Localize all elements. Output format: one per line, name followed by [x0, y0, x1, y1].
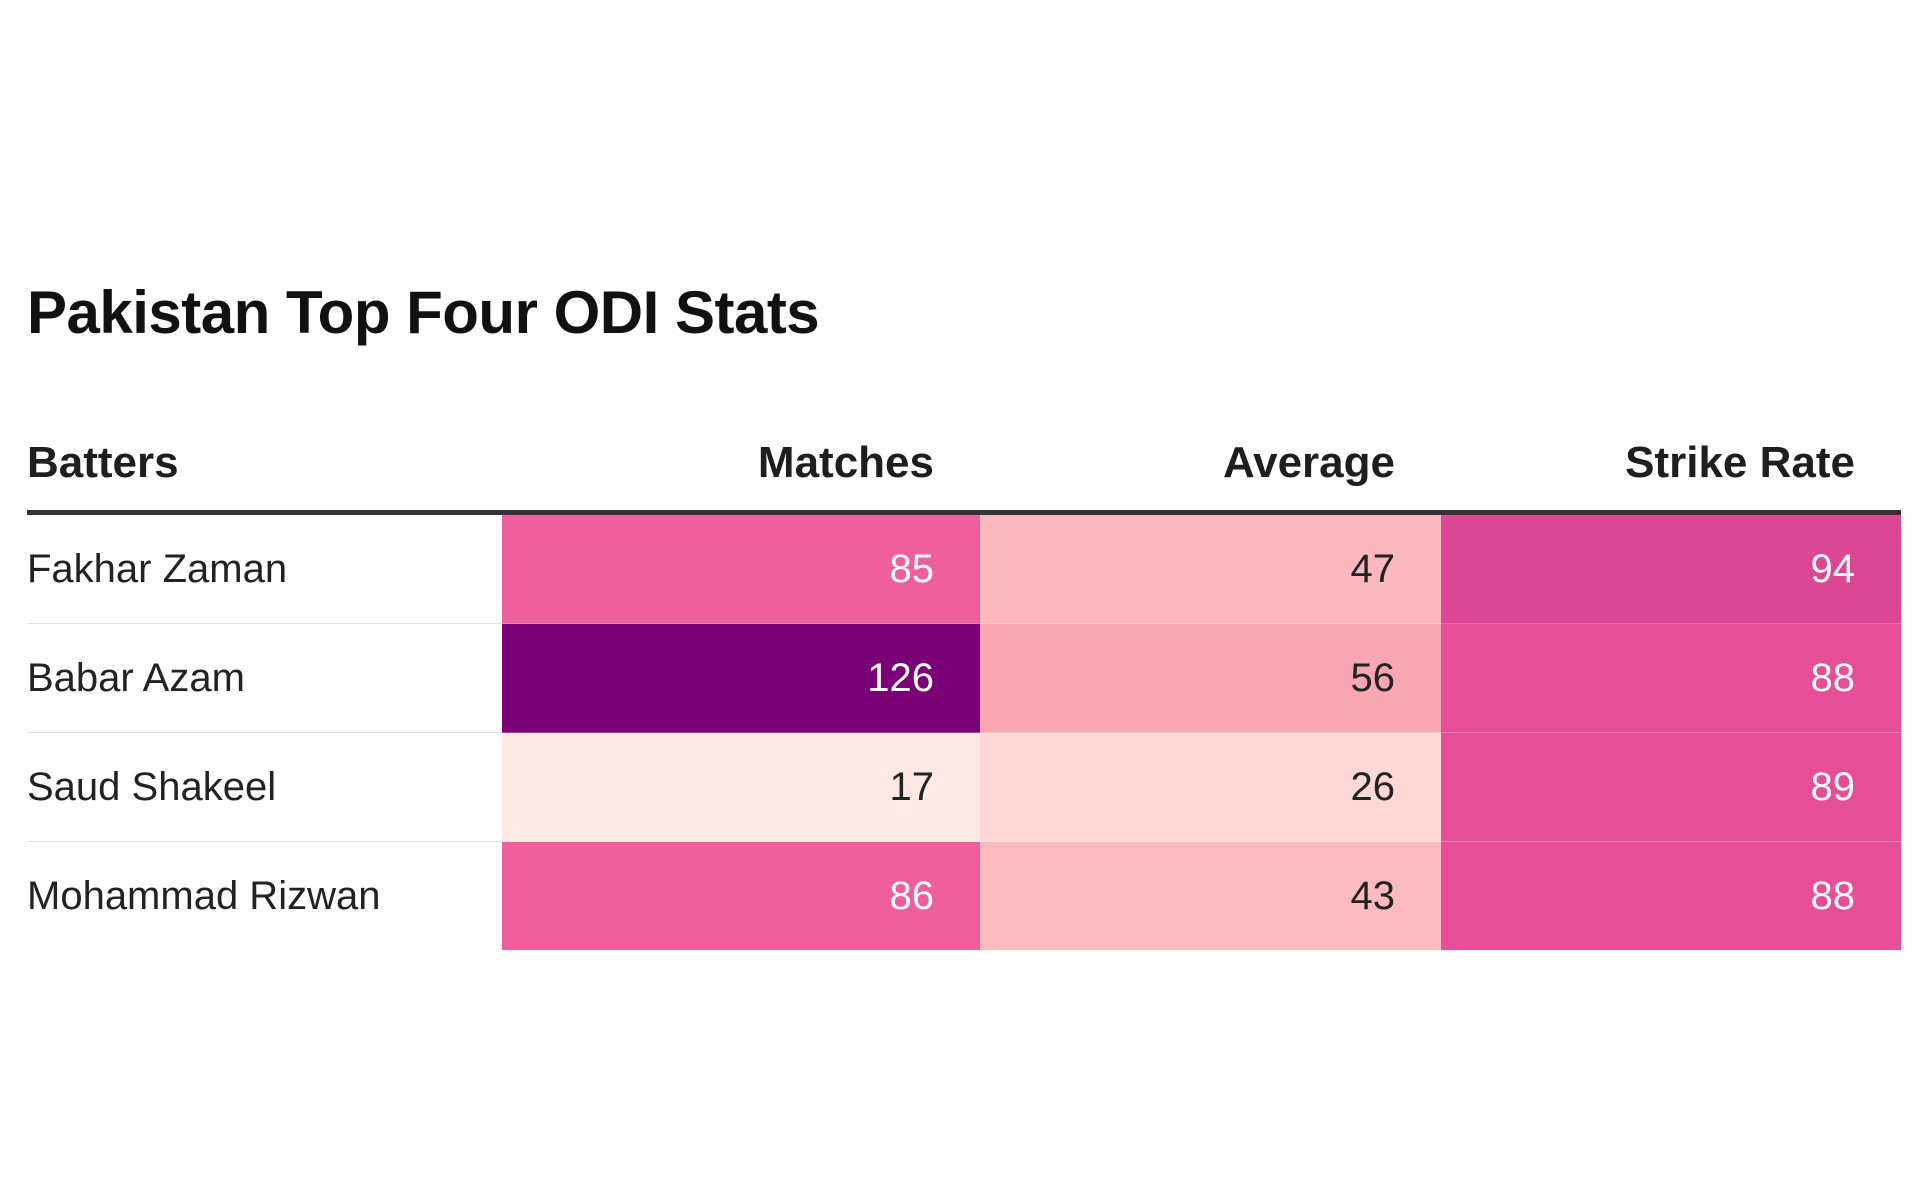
column-header-batters: Batters [27, 416, 502, 515]
batter-name-cell: Fakhar Zaman [27, 512, 502, 624]
batter-name-cell: Saud Shakeel [27, 732, 502, 842]
column-header-strike-rate: Strike Rate [1441, 416, 1901, 515]
table-body: Fakhar Zaman 85 47 94 Babar Azam 126 56 88 Saud … [27, 512, 1901, 950]
table-row: Mohammad Rizwan 86 43 88 [27, 841, 1901, 950]
stats-table: Batters Matches Average Strike Rate Fakh… [27, 416, 1901, 950]
batter-name-cell: Mohammad Rizwan [27, 841, 502, 950]
column-header-matches: Matches [502, 416, 980, 515]
average-value-cell: 26 [980, 732, 1441, 842]
header-row: Batters Matches Average Strike Rate [27, 416, 1901, 515]
chart-title: Pakistan Top Four ODI Stats [27, 279, 820, 346]
batter-name-cell: Babar Azam [27, 623, 502, 733]
strike-rate-value-cell: 94 [1441, 512, 1901, 624]
strike-rate-value-cell: 88 [1441, 623, 1901, 733]
matches-value-cell: 85 [502, 512, 980, 624]
average-value-cell: 56 [980, 623, 1441, 733]
average-value-cell: 47 [980, 512, 1441, 624]
matches-value-cell: 86 [502, 841, 980, 950]
strike-rate-value-cell: 89 [1441, 732, 1901, 842]
table-row: Babar Azam 126 56 88 [27, 623, 1901, 733]
matches-value-cell: 126 [502, 623, 980, 733]
table-row: Saud Shakeel 17 26 89 [27, 732, 1901, 842]
column-header-average: Average [980, 416, 1441, 515]
heatmap-table-chart: Pakistan Top Four ODI Stats Batters Matc… [27, 268, 1901, 950]
table-row: Fakhar Zaman 85 47 94 [27, 512, 1901, 624]
matches-value-cell: 17 [502, 732, 980, 842]
strike-rate-value-cell: 88 [1441, 841, 1901, 950]
average-value-cell: 43 [980, 841, 1441, 950]
